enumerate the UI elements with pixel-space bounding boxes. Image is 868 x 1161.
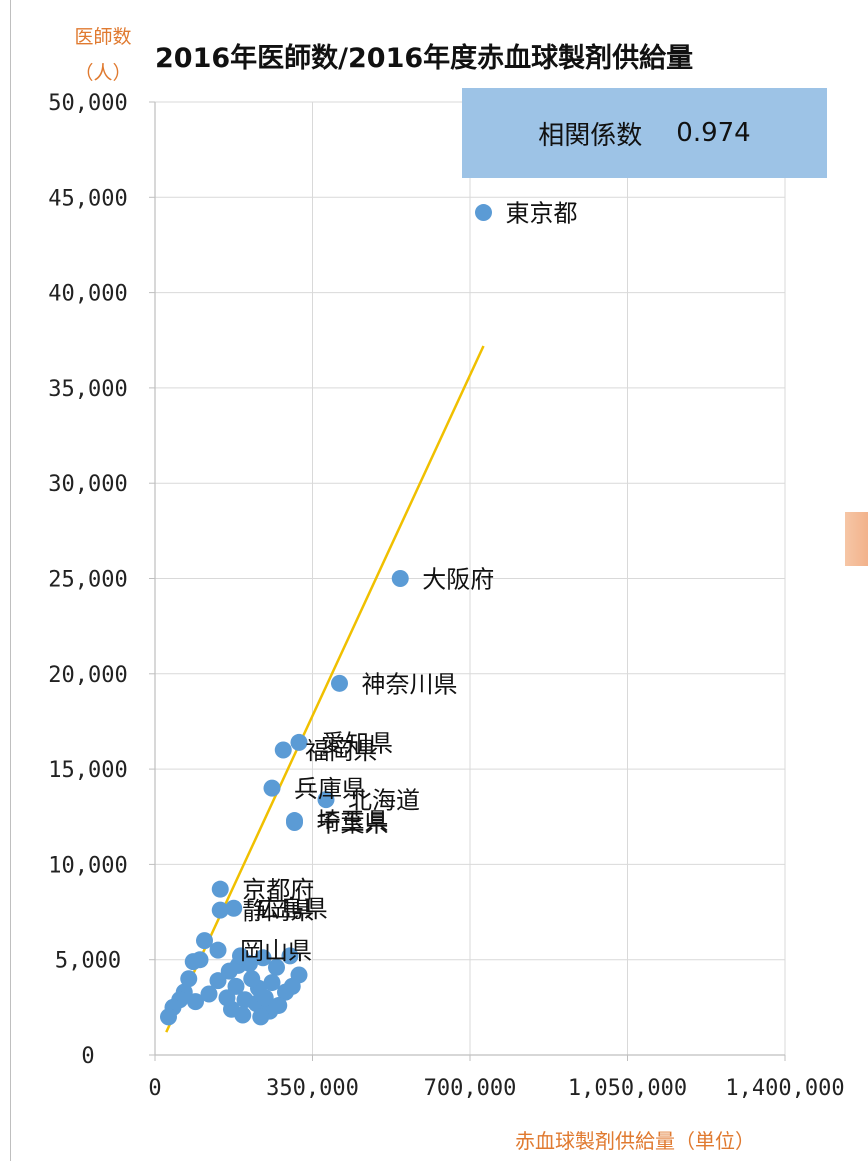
data-point <box>290 733 308 751</box>
y-tick-label: 10,000 <box>48 853 127 878</box>
data-point <box>211 901 229 919</box>
data-label: 東京都 <box>506 200 578 228</box>
data-point <box>331 674 348 692</box>
y-tick-label: 35,000 <box>48 377 127 402</box>
x-tick-label: 0 <box>148 1076 161 1101</box>
axes <box>149 101 786 1061</box>
data-point <box>234 1006 252 1024</box>
data-point <box>187 993 204 1011</box>
data-point <box>270 996 288 1014</box>
data-point <box>218 989 236 1007</box>
data-point <box>196 932 213 950</box>
correlation-label: 相関係数 <box>538 120 643 151</box>
x-tick-label: 350,000 <box>266 1076 359 1101</box>
x-tick-label: 1,400,000 <box>725 1076 844 1101</box>
data-label: 千葉県 <box>317 809 389 837</box>
data-label: 愛知県 <box>321 729 393 757</box>
data-point <box>184 953 202 971</box>
data-label: 神奈川県 <box>362 670 458 698</box>
data-label: 北海道 <box>348 787 420 815</box>
correlation-value: 0.974 <box>676 118 751 148</box>
data-point <box>243 970 261 988</box>
data-point <box>274 741 292 759</box>
data-point <box>209 941 227 959</box>
data-point <box>256 989 274 1007</box>
y-tick-label: 30,000 <box>48 472 127 497</box>
data-label: 広島県 <box>256 895 328 923</box>
data-point <box>225 899 243 917</box>
data-point <box>160 1008 177 1026</box>
data-label: 大阪府 <box>422 566 494 594</box>
data-point <box>391 570 409 587</box>
y-tick-label: 15,000 <box>48 758 127 783</box>
data-points <box>160 204 492 1026</box>
data-label: 福岡県 <box>305 737 377 765</box>
data-label: 岡山県 <box>240 937 312 965</box>
data-label: 静岡県 <box>242 897 314 925</box>
data-point <box>263 974 281 992</box>
data-point <box>283 977 301 995</box>
data-point <box>180 970 198 988</box>
data-point <box>232 947 249 965</box>
x-tick-label: 700,000 <box>424 1076 517 1101</box>
data-point <box>317 791 335 809</box>
tick-labels: 0 5,000 10,000 15,000 20,000 25,000 30,000 35,0… <box>48 91 844 1101</box>
side-tab <box>845 512 868 566</box>
data-point <box>209 972 227 990</box>
data-point <box>252 1008 270 1026</box>
data-point <box>263 779 281 797</box>
y-tick-label: 45,000 <box>48 186 127 211</box>
data-label: 埼玉県 <box>317 808 389 836</box>
chart-frame <box>10 0 866 1161</box>
x-axis-title: 赤血球製剤供給量（単位） <box>515 1129 755 1153</box>
data-point <box>254 949 272 967</box>
data-point <box>281 947 299 965</box>
data-label: 京都府 <box>242 876 314 904</box>
data-point <box>475 204 492 222</box>
data-label: 兵庫県 <box>294 775 366 803</box>
y-tick-label: 5,000 <box>55 949 121 974</box>
y-axis-title-line1: 医師数 <box>74 26 132 48</box>
y-axis-title-line2: （人） <box>74 62 132 84</box>
data-point <box>268 958 285 976</box>
y-tick-label: 20,000 <box>48 663 127 688</box>
chart-title: 2016年医師数/2016年度赤血球製剤供給量 <box>155 43 694 74</box>
data-point <box>200 985 218 1003</box>
y-tick-label: 50,000 <box>48 91 127 116</box>
y-tick-label: 25,000 <box>48 568 127 593</box>
y-tick-label: 40,000 <box>48 282 127 307</box>
x-tick-label: 1,050,000 <box>568 1076 687 1101</box>
data-point <box>211 880 229 898</box>
y-tick-label: 0 <box>81 1044 94 1069</box>
data-point <box>227 977 245 995</box>
data-point <box>286 813 303 831</box>
correlation-box: 相関係数 0.974 <box>462 88 827 178</box>
